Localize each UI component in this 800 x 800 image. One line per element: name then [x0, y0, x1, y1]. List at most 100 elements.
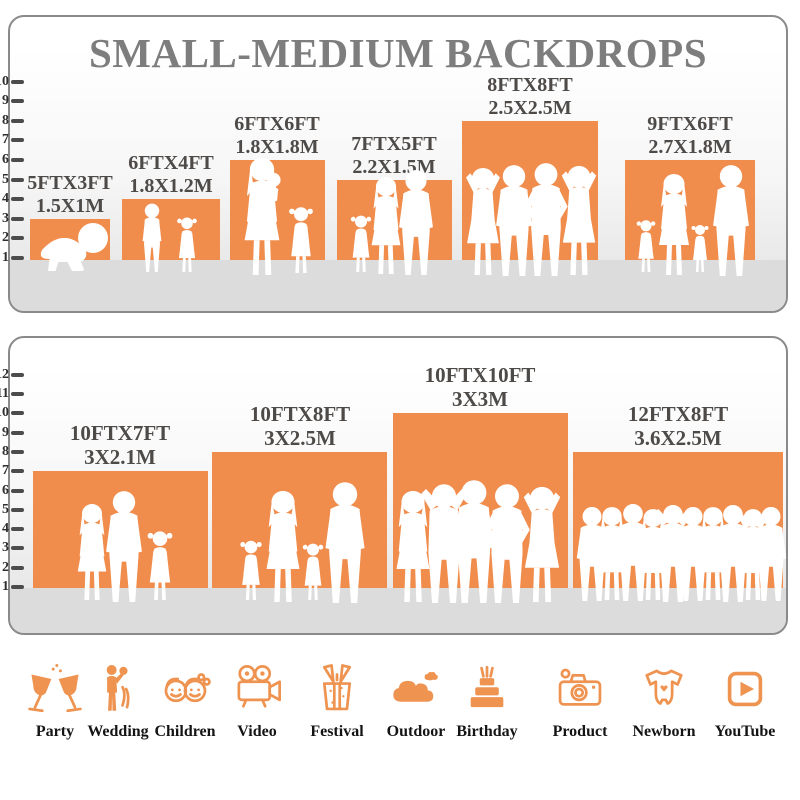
ruler-tick [11, 216, 24, 221]
size-ft: 8FTX8FT [487, 74, 573, 96]
size-ft: 7FTX5FT [351, 133, 437, 155]
category-label: Party [35, 723, 75, 740]
category-label: Children [154, 723, 216, 740]
ruler-number: 3 [2, 210, 9, 226]
ruler-number: 4 [2, 521, 9, 537]
category-party: Party [10, 660, 100, 741]
backdrop-block-6x4 [122, 199, 220, 260]
ruler-tick [11, 546, 24, 551]
category-label: Newborn [632, 723, 696, 740]
party-icon [28, 663, 82, 713]
ruler-number: 8 [2, 443, 9, 459]
backdrop-block-7x5 [337, 180, 452, 260]
ruler-tick [11, 527, 24, 532]
bottom-ruler: 123456789101112 [0, 0, 30, 800]
backdrop-block-10x10 [393, 413, 568, 588]
ruler-tick [11, 430, 24, 435]
festival-icon [322, 664, 352, 711]
ruler-number: 9 [2, 424, 9, 440]
category-label: YouTube [714, 723, 776, 740]
size-ft: 10FTX7FT [69, 421, 171, 445]
category-label: Product [552, 723, 608, 740]
backdrop-size-label: 10FTX7FT 3X2.1M [30, 421, 210, 469]
backdrop-size-label: 10FTX8FT 3X2.5M [210, 402, 390, 450]
category-label: Birthday [456, 723, 518, 740]
ruler-number: 2 [2, 559, 9, 575]
backdrop-size-label: 12FTX8FT 3.6X2.5M [588, 402, 768, 450]
category-label: Festival [310, 723, 364, 740]
category-wedding: Wedding [73, 660, 163, 741]
category-children: Children [140, 660, 230, 741]
newborn-icon [645, 669, 683, 705]
ruler-tick [11, 177, 24, 182]
ruler-number: 10 [0, 73, 9, 89]
youtube-icon [727, 671, 763, 707]
birthday-icon [470, 665, 504, 708]
backdrop-block-5x3 [30, 219, 110, 260]
size-m: 2.2X1.5M [352, 156, 436, 178]
ruler-number: 7 [2, 132, 9, 148]
ruler-tick [11, 118, 24, 123]
size-ft: 5FTX3FT [27, 172, 113, 194]
size-m: 1.8X1.2M [129, 175, 213, 197]
video-icon [237, 664, 282, 708]
size-m: 3X2.1M [84, 445, 156, 469]
ruler-tick [11, 411, 24, 416]
ruler-number: 9 [2, 93, 9, 109]
backdrop-size-label: 10FTX10FT 3X3M [390, 363, 570, 411]
category-product: Product [535, 660, 625, 741]
ruler-number: 5 [2, 171, 9, 187]
category-newborn: Newborn [619, 660, 709, 741]
backdrop-size-label: 9FTX6FT 2.7X1.8M [615, 113, 765, 159]
size-ft: 10FTX10FT [424, 363, 536, 387]
ruler-number: 3 [2, 540, 9, 556]
backdrop-size-label: 8FTX8FT 2.5X2.5M [455, 74, 605, 120]
children-icon [164, 673, 211, 703]
ruler-number: 2 [2, 230, 9, 246]
backdrop-block-8x8 [462, 121, 598, 260]
size-ft: 9FTX6FT [647, 113, 733, 135]
size-m: 3.6X2.5M [634, 426, 722, 450]
backdrop-block-10x7 [33, 471, 208, 588]
ruler-tick [11, 79, 24, 84]
ruler-tick [11, 372, 24, 377]
size-ft: 6FTX6FT [234, 113, 320, 135]
backdrop-block-12x8 [573, 452, 783, 588]
category-outdoor: Outdoor [371, 660, 461, 741]
ruler-number: 1 [2, 579, 9, 594]
ruler-number: 6 [2, 482, 9, 498]
ground-strip [10, 260, 786, 311]
category-row: Party Wedding [0, 660, 800, 760]
ruler-number: 1 [2, 250, 9, 265]
ruler-number: 5 [2, 501, 9, 517]
size-ft: 12FTX8FT [627, 402, 729, 426]
small-medium-panel: SMALL-MEDIUM BACKDROPS 5FTX3FT 1.5X1M 6F… [8, 15, 788, 313]
backdrop-size-label: 6FTX4FT 1.8X1.2M [96, 152, 246, 198]
size-m: 2.7X1.8M [648, 136, 732, 158]
backdrop-size-label: 7FTX5FT 2.2X1.5M [319, 133, 469, 179]
category-label: Wedding [87, 723, 149, 740]
ruler-tick [11, 449, 24, 454]
size-m: 3X2.5M [264, 426, 336, 450]
size-m: 1.5X1M [35, 195, 105, 217]
size-ft: 6FTX4FT [128, 152, 214, 174]
ruler-number: 4 [2, 191, 9, 207]
ruler-tick [11, 565, 24, 570]
ruler-tick [11, 507, 24, 512]
backdrop-size-label: 6FTX6FT 1.8X1.8M [202, 113, 352, 159]
ruler-number: 12 [0, 366, 9, 382]
ruler-tick [11, 138, 24, 143]
size-m: 1.8X1.8M [235, 136, 319, 158]
backdrop-size-label: 5FTX3FT 1.5X1M [10, 172, 145, 218]
backdrop-block-10x8 [212, 452, 387, 588]
ruler-tick [11, 585, 24, 589]
ruler-number: 10 [0, 405, 9, 421]
category-label: Outdoor [386, 723, 446, 740]
size-ft: 10FTX8FT [249, 402, 351, 426]
ruler-tick [11, 236, 24, 241]
category-festival: Festival [292, 660, 382, 741]
ruler-tick [11, 256, 24, 260]
category-youtube: YouTube [700, 660, 790, 741]
ruler-number: 6 [2, 152, 9, 167]
